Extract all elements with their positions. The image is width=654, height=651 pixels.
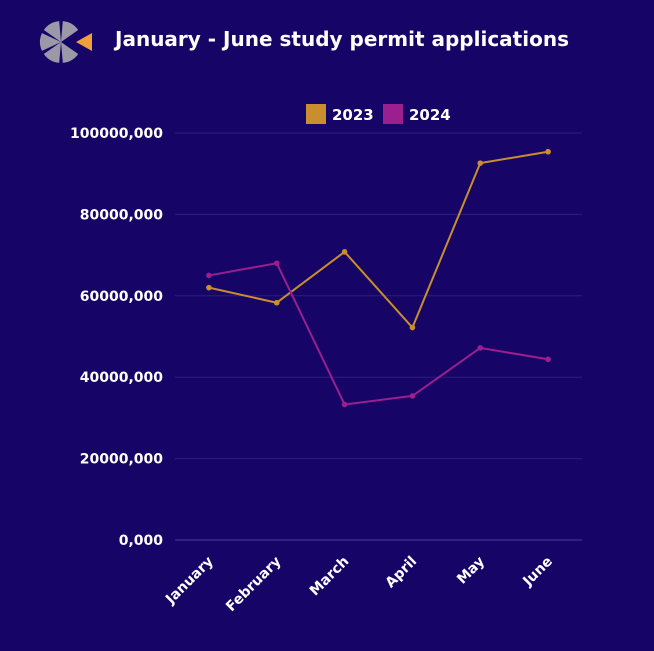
- series-line: [208, 150, 549, 329]
- y-tick-label: 0,000: [119, 533, 164, 549]
- series-line: [208, 262, 549, 406]
- legend-swatch: [383, 104, 403, 124]
- data-point: [273, 299, 280, 306]
- data-point: [341, 401, 348, 408]
- series-2023: [206, 148, 551, 331]
- series-2024: [206, 260, 551, 408]
- legend-label: 2024: [409, 106, 451, 124]
- y-tick-label: 80000,000: [80, 207, 164, 223]
- data-point: [341, 249, 348, 255]
- logo-wedge: [40, 33, 61, 51]
- asterisk-logo-icon: [40, 21, 92, 63]
- logo-wedge: [43, 21, 61, 42]
- chart-title: January - June study permit applications: [113, 27, 569, 51]
- y-tick-label: 40000,000: [80, 370, 164, 386]
- x-tick-label: March: [307, 554, 353, 600]
- x-tick-label: June: [519, 554, 556, 591]
- logo-wedge: [61, 42, 79, 63]
- x-tick-label: April: [383, 554, 421, 592]
- data-point: [409, 393, 416, 399]
- y-tick-label: 60000,000: [80, 289, 164, 305]
- data-point: [545, 356, 551, 363]
- data-point: [545, 148, 551, 155]
- x-axis: January February March April May June: [162, 554, 556, 615]
- data-point: [206, 284, 212, 291]
- gridlines: [175, 132, 582, 541]
- data-point: [477, 345, 484, 351]
- y-tick-label: 20000,000: [80, 452, 164, 468]
- x-tick-label: January: [162, 554, 217, 609]
- data-point: [206, 272, 212, 279]
- data-point: [409, 324, 416, 331]
- data-point: [273, 260, 280, 267]
- x-tick-label: May: [454, 554, 488, 588]
- series-layer: [206, 148, 551, 408]
- data-point: [477, 160, 484, 166]
- logo-wedge: [61, 21, 79, 42]
- logo-wedge: [43, 42, 61, 63]
- legend-swatch: [306, 104, 326, 124]
- x-tick-label: February: [223, 554, 284, 615]
- y-tick-label: 100000,000: [70, 126, 163, 142]
- legend: 2023 2024: [306, 104, 451, 124]
- logo-arrow: [76, 33, 92, 51]
- legend-label: 2023: [332, 106, 374, 124]
- y-axis: 0,000 20000,000 40000,000 60000,000 80000,00…: [70, 126, 163, 549]
